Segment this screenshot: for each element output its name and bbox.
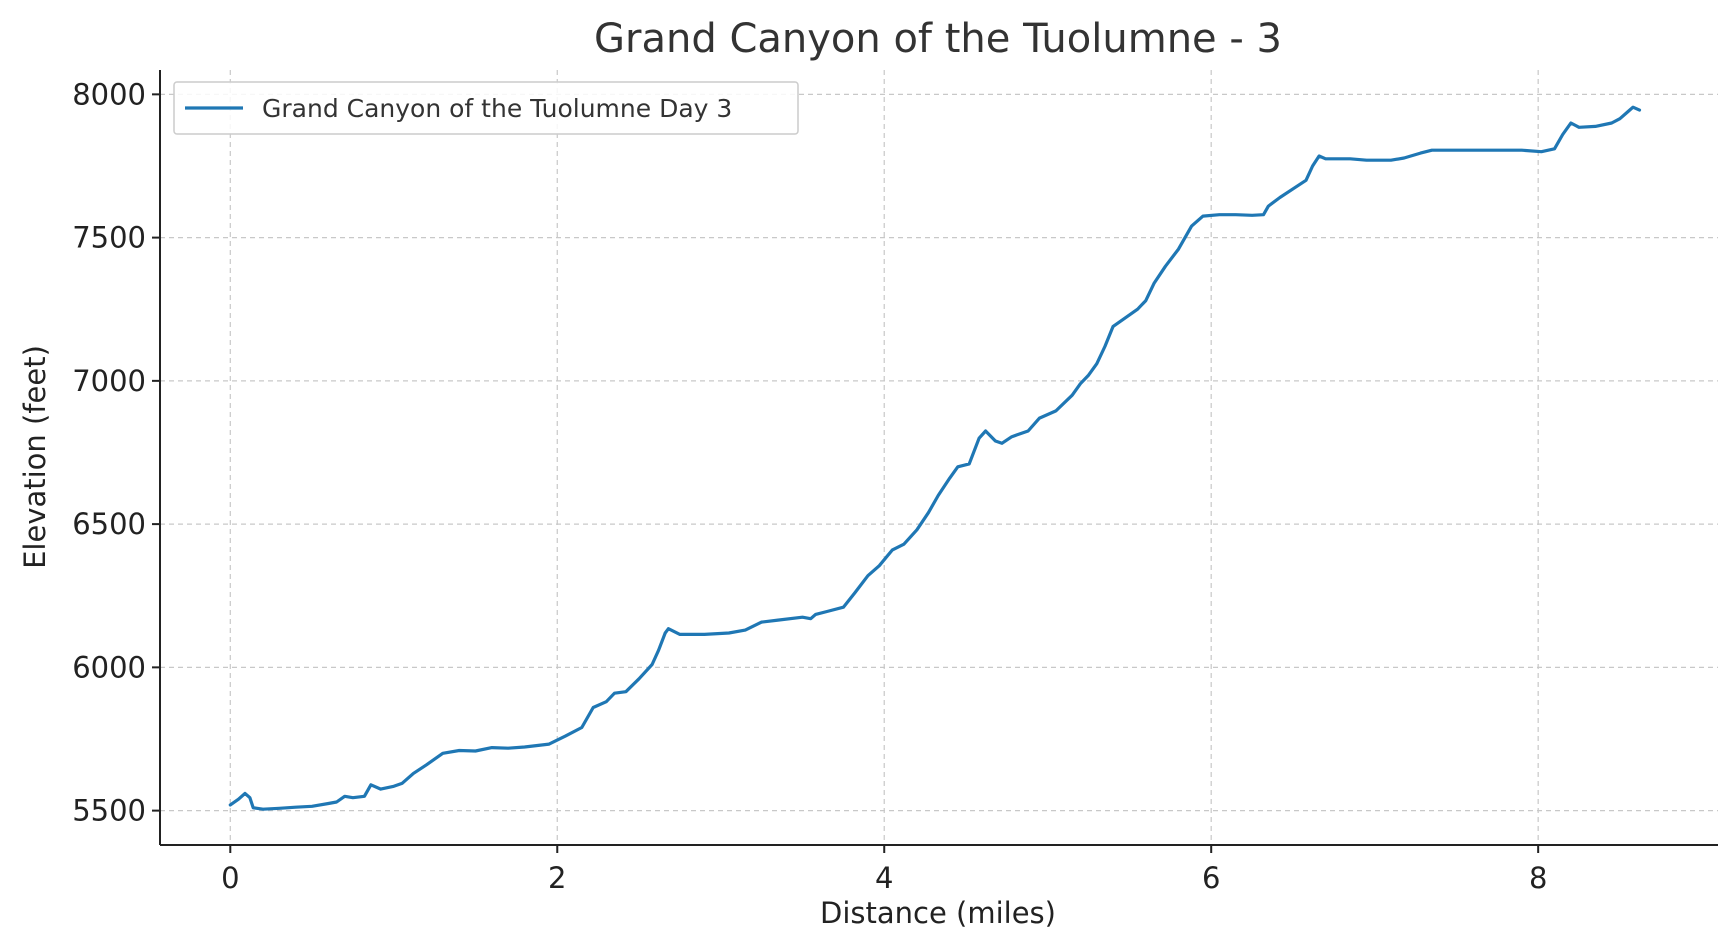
legend-label: Grand Canyon of the Tuolumne Day 3 bbox=[262, 94, 732, 123]
ticks: 0 2 4 6 8 5500 6000 6500 7000 7500 8000 bbox=[72, 77, 1547, 895]
x-tick-label: 4 bbox=[875, 861, 893, 895]
y-tick-label: 7500 bbox=[72, 221, 146, 255]
y-tick-label: 5500 bbox=[72, 794, 146, 828]
legend-box bbox=[173, 81, 799, 135]
axes bbox=[159, 70, 1718, 846]
x-tick-label: 8 bbox=[1529, 861, 1547, 895]
elevation-series-line bbox=[228, 105, 1642, 811]
y-tick-label: 8000 bbox=[72, 77, 146, 111]
x-axis-label: Distance (miles) bbox=[820, 896, 1056, 930]
y-tick-label: 7000 bbox=[72, 364, 146, 398]
chart-title: Grand Canyon of the Tuolumne - 3 bbox=[594, 16, 1282, 62]
y-tick-label: 6000 bbox=[72, 650, 146, 684]
grid bbox=[160, 70, 1718, 845]
legend: Grand Canyon of the Tuolumne Day 3 bbox=[173, 81, 799, 135]
y-axis-label: Elevation (feet) bbox=[18, 345, 52, 569]
x-tick-label: 0 bbox=[221, 861, 239, 895]
x-tick-label: 6 bbox=[1202, 861, 1220, 895]
y-tick-label: 6500 bbox=[72, 507, 146, 541]
x-tick-label: 2 bbox=[548, 861, 566, 895]
